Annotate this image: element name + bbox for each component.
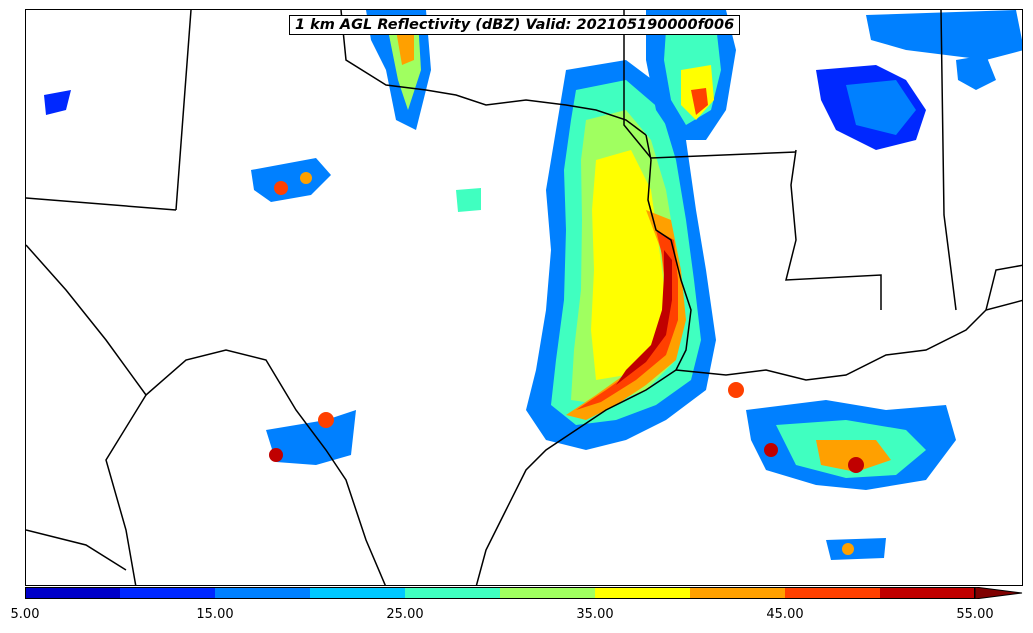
echo-line-red bbox=[576, 230, 678, 410]
colorbar-segment bbox=[215, 587, 311, 599]
colorbar-segment bbox=[405, 587, 501, 599]
border-mexico-inner bbox=[105, 394, 147, 585]
colorbar-extend-arrow bbox=[974, 587, 1023, 599]
border-red-river bbox=[340, 10, 647, 136]
reflectivity-echoes bbox=[44, 10, 1022, 560]
echo-west-2 bbox=[44, 90, 71, 115]
colorbar-tick-label: 25.00 bbox=[386, 607, 424, 622]
echo-sw-1 bbox=[266, 410, 356, 465]
border-ar bbox=[623, 10, 797, 159]
colorbar-tick-label: 45.00 bbox=[766, 607, 804, 622]
colorbar-segment bbox=[120, 587, 216, 599]
echo-se-4 bbox=[826, 538, 886, 560]
border-texas-panhandle-west bbox=[175, 10, 192, 211]
coast-al bbox=[985, 264, 1022, 311]
reflectivity-map: 1 km AGL Reflectivity (dBZ) Valid: 20210… bbox=[25, 9, 1023, 586]
echo-ne-1 bbox=[866, 10, 1022, 60]
colorbar-outline bbox=[25, 587, 975, 599]
echo-west-1b-core bbox=[300, 172, 312, 184]
echo-se-4-core bbox=[842, 543, 854, 555]
colorbar-segment bbox=[595, 587, 691, 599]
coast-texas bbox=[475, 369, 677, 585]
border-rio-grande bbox=[26, 244, 386, 585]
colorbar-segment bbox=[785, 587, 881, 599]
colorbar-tick-label: 55.00 bbox=[956, 607, 994, 622]
border-tx-la bbox=[645, 134, 692, 371]
echo-ne-4 bbox=[956, 55, 996, 90]
echo-se-core-2 bbox=[764, 443, 778, 457]
echo-north-red bbox=[691, 88, 708, 115]
coast-louisiana bbox=[675, 299, 1022, 381]
echo-sw-1-core bbox=[318, 412, 334, 428]
border-ms-river bbox=[785, 149, 882, 310]
colorbar bbox=[25, 587, 1023, 599]
echo-west-1-core bbox=[274, 181, 288, 195]
colorbar-segments bbox=[25, 587, 1023, 599]
echo-sw-1b-core bbox=[269, 448, 283, 462]
colorbar-tick-label: 35.00 bbox=[576, 607, 614, 622]
border-mexico-west bbox=[26, 529, 127, 571]
echo-line-darkred bbox=[616, 250, 672, 385]
map-title: 1 km AGL Reflectivity (dBZ) Valid: 20210… bbox=[289, 15, 741, 35]
echo-topleft-core bbox=[396, 30, 414, 65]
colorbar-tick-label: 5.00 bbox=[10, 607, 40, 622]
echo-ne-3 bbox=[846, 80, 916, 135]
echo-se-3 bbox=[816, 440, 891, 472]
colorbar-segment bbox=[25, 587, 121, 599]
colorbar-segment bbox=[500, 587, 596, 599]
echo-west-1 bbox=[251, 158, 331, 202]
echo-line-orange bbox=[566, 210, 686, 420]
border-nm-tx bbox=[26, 197, 177, 211]
echo-se-core-3 bbox=[728, 382, 744, 398]
echo-se-core-1 bbox=[848, 457, 864, 473]
boundaries bbox=[26, 10, 1022, 585]
echo-mainband-yellow bbox=[591, 150, 666, 380]
map-canvas bbox=[26, 10, 1022, 585]
colorbar-segment bbox=[880, 587, 976, 599]
border-ms-al bbox=[940, 10, 957, 311]
colorbar-tick-label: 15.00 bbox=[196, 607, 234, 622]
colorbar-segment bbox=[690, 587, 786, 599]
colorbar-segment bbox=[310, 587, 406, 599]
echo-west-3 bbox=[456, 188, 481, 212]
